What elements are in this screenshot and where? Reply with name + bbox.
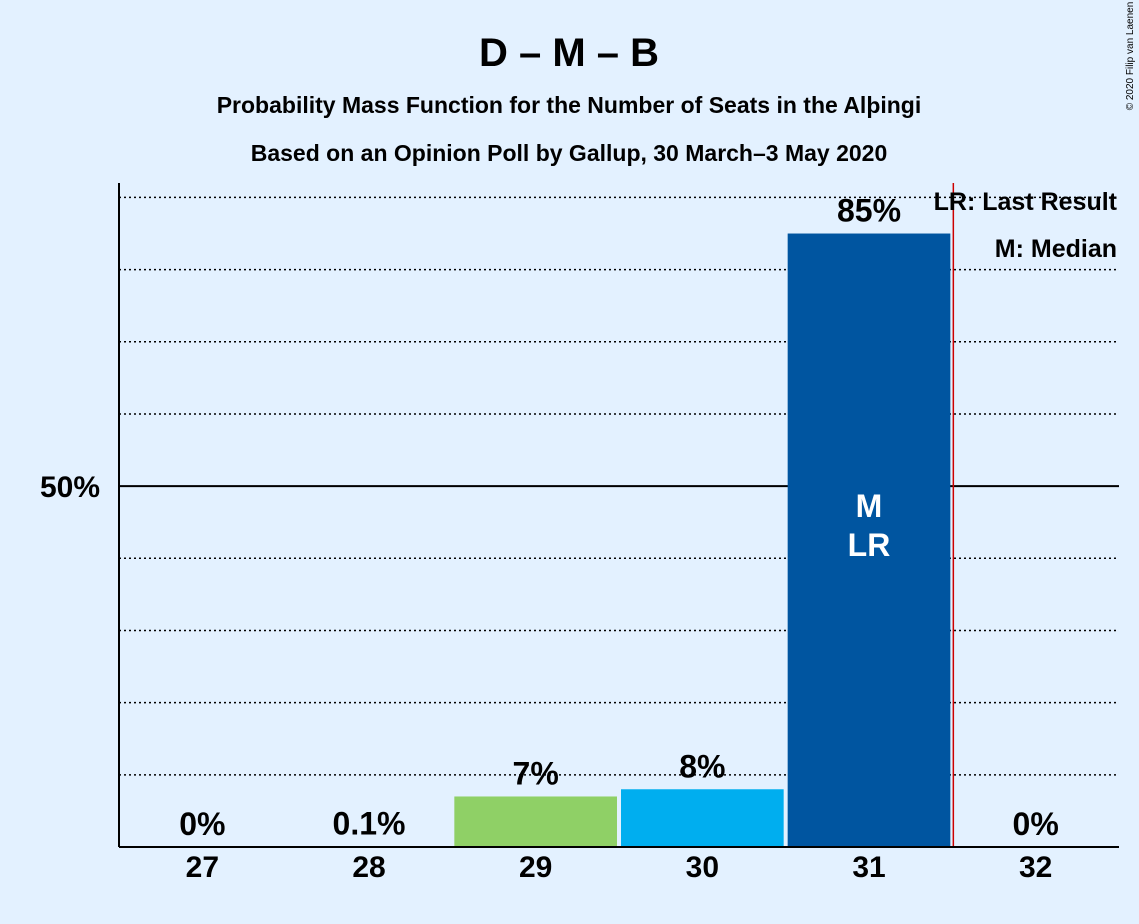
gridlines bbox=[119, 196, 1119, 776]
data-label-32: 0% bbox=[1013, 806, 1059, 842]
x-tick-28: 28 bbox=[352, 851, 385, 884]
axes: 50% bbox=[40, 183, 1119, 848]
chart-subtitle: Probability Mass Function for the Number… bbox=[217, 92, 922, 118]
copyright-notice: © 2020 Filip van Laenen bbox=[1125, 2, 1136, 111]
x-tick-32: 32 bbox=[1019, 851, 1052, 884]
data-labels: 0% 27 0.1% 28 7% 29 8% 30 85% 31 MLR 0% 32 bbox=[179, 193, 1059, 884]
x-tick-30: 30 bbox=[686, 851, 719, 884]
chart-title: D – M – B bbox=[479, 31, 659, 75]
y-tick-50: 50% bbox=[40, 471, 100, 504]
chart-subtitle-2: Based on an Opinion Poll by Gallup, 30 M… bbox=[251, 140, 888, 166]
legend-last-result: LR: Last Result bbox=[934, 188, 1118, 216]
x-tick-31: 31 bbox=[852, 851, 885, 884]
x-tick-29: 29 bbox=[519, 851, 552, 884]
bar-29 bbox=[454, 796, 617, 847]
data-label-30: 8% bbox=[679, 748, 725, 784]
data-label-27: 0% bbox=[179, 806, 225, 842]
legend-median: M: Median bbox=[995, 235, 1117, 263]
median-marker: M bbox=[856, 488, 883, 524]
data-label-29: 7% bbox=[513, 755, 559, 791]
last-result-marker: LR bbox=[848, 527, 891, 563]
bar-31 bbox=[787, 233, 951, 848]
data-label-28: 0.1% bbox=[333, 805, 406, 841]
bars bbox=[287, 233, 951, 848]
bar-30 bbox=[621, 789, 784, 847]
data-label-31: 85% bbox=[837, 193, 901, 229]
x-tick-27: 27 bbox=[186, 851, 219, 884]
